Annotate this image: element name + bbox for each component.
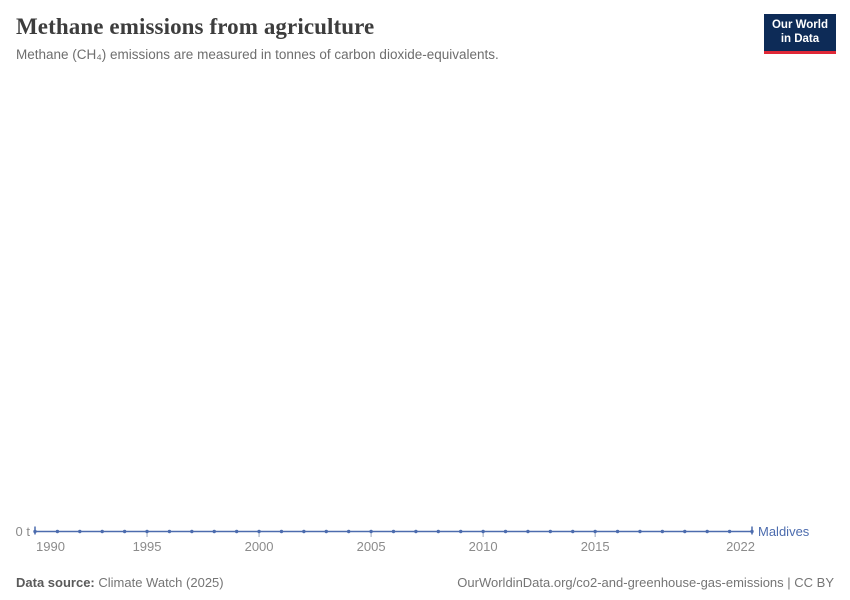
data-source-value: Climate Watch (2025) — [98, 575, 224, 590]
chart-header: Methane emissions from agriculture Metha… — [16, 14, 740, 62]
data-point-2003-0 — [324, 529, 328, 534]
data-point-2017-0 — [638, 529, 642, 534]
data-point-1992-0 — [78, 529, 82, 534]
data-point-2000-0 — [257, 529, 261, 534]
data-point-1990-0 — [33, 529, 37, 534]
data-point-2022-0 — [750, 529, 754, 534]
data-source: Data source: Climate Watch (2025) — [16, 575, 224, 590]
data-point-1997-0 — [190, 529, 194, 534]
chart-title: Methane emissions from agriculture — [16, 14, 375, 39]
data-point-1999-0 — [234, 529, 239, 534]
data-point-2021-0 — [727, 529, 732, 534]
data-source-label: Data source: — [16, 575, 95, 590]
data-point-2016-0 — [615, 529, 620, 534]
data-point-1991-0 — [55, 529, 60, 534]
data-point-2008-0 — [436, 529, 441, 534]
data-point-2004-0 — [346, 529, 351, 534]
data-point-2012-0 — [526, 529, 530, 534]
data-point-2007-0 — [414, 529, 418, 534]
data-point-1995-0 — [145, 529, 149, 534]
data-point-1996-0 — [167, 529, 172, 534]
owid-logo: Our World in Data — [763, 14, 836, 54]
x-tick-label-1995: 1995 — [133, 539, 162, 554]
data-point-1998-0 — [212, 529, 216, 534]
data-point-2006-0 — [391, 529, 396, 534]
data-point-2015-0 — [593, 529, 597, 534]
data-point-1994-0 — [122, 529, 127, 534]
data-point-1993-0 — [100, 529, 104, 534]
x-tick-label-2010: 2010 — [469, 539, 498, 554]
data-point-2011-0 — [503, 529, 508, 534]
x-tick-label-1990: 1990 — [36, 539, 65, 554]
x-tick-label-2015: 2015 — [581, 539, 610, 554]
data-point-2010-0 — [481, 529, 485, 534]
owid-logo-line2: in Data — [780, 32, 820, 45]
owid-logo-line1: Our World — [771, 19, 828, 31]
data-point-2019-0 — [683, 529, 687, 534]
data-point-2002-0 — [302, 529, 306, 534]
data-point-2013-0 — [548, 529, 553, 534]
footer-rights: OurWorldinData.org/co2-and-greenhouse-ga… — [457, 575, 834, 590]
x-tick-label-2000: 2000 — [245, 539, 274, 554]
data-point-2005-0 — [369, 529, 373, 534]
data-point-2020-0 — [705, 529, 709, 534]
series-end-label: Maldives — [758, 524, 810, 539]
data-point-2014-0 — [571, 529, 575, 534]
y-axis-zero-label: 0 t — [16, 524, 31, 539]
x-tick-label-2005: 2005 — [357, 539, 386, 554]
data-point-2018-0 — [660, 529, 665, 534]
chart-footer: Data source: Climate Watch (2025) OurWor… — [16, 575, 834, 590]
data-point-2001-0 — [279, 529, 284, 534]
data-point-2009-0 — [459, 529, 463, 534]
x-tick-label-2022: 2022 — [726, 539, 755, 554]
chart-subtitle: Methane (CH₄) emissions are measured in … — [16, 47, 499, 62]
